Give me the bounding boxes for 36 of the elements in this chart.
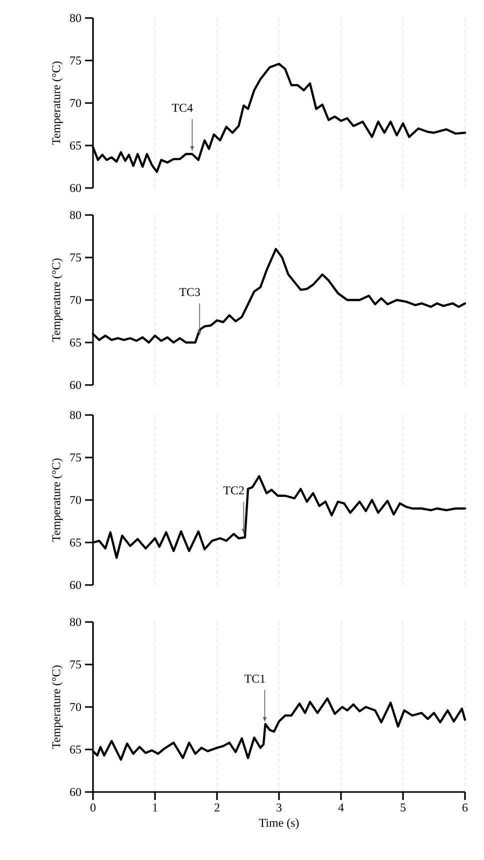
x-axis-title: Time (s): [259, 818, 299, 830]
y-tick-label: 75: [70, 56, 82, 64]
y-tick-label: 65: [70, 338, 82, 346]
annotation: TC2: [223, 486, 244, 494]
y-axis-title: Temperature (°C): [52, 62, 63, 145]
y-tick-label: 65: [70, 141, 82, 150]
y-tick-label: 75: [70, 254, 82, 262]
annotation: TC3: [179, 288, 200, 296]
y-tick-label: 65: [70, 538, 82, 547]
x-tick-label: 1: [153, 804, 158, 812]
y-tick-label: 65: [70, 745, 82, 754]
y-tick-label: 80: [70, 410, 82, 420]
y-tick-label: 70: [70, 702, 82, 712]
x-tick-label: 6: [462, 804, 468, 812]
x-tick-label: 5: [400, 804, 406, 812]
y-tick-label: 70: [70, 296, 82, 304]
y-axis-title: Temperature (°C): [52, 458, 63, 542]
annotation: TC4: [172, 104, 193, 112]
y-tick-label: 60: [70, 788, 82, 796]
x-tick-label: 0: [90, 804, 96, 812]
y-tick-label: 75: [70, 454, 82, 462]
x-tick-label: 3: [276, 804, 282, 812]
y-tick-label: 80: [70, 210, 82, 220]
y-tick-label: 60: [70, 580, 82, 590]
y-tick-label: 80: [70, 14, 82, 22]
y-axis-title: Temperature (°C): [52, 666, 63, 749]
y-tick-label: 70: [70, 98, 82, 108]
y-tick-label: 60: [70, 184, 82, 192]
y-tick-label: 75: [70, 660, 82, 668]
y-axis-title: Temperature (°C): [52, 258, 63, 342]
annotation: TC1: [244, 674, 265, 683]
y-tick-label: 60: [70, 380, 82, 390]
y-tick-label: 70: [70, 496, 82, 504]
y-tick-label: 80: [70, 618, 82, 626]
x-tick-label: 2: [214, 804, 220, 812]
x-tick-label: 4: [338, 804, 344, 812]
